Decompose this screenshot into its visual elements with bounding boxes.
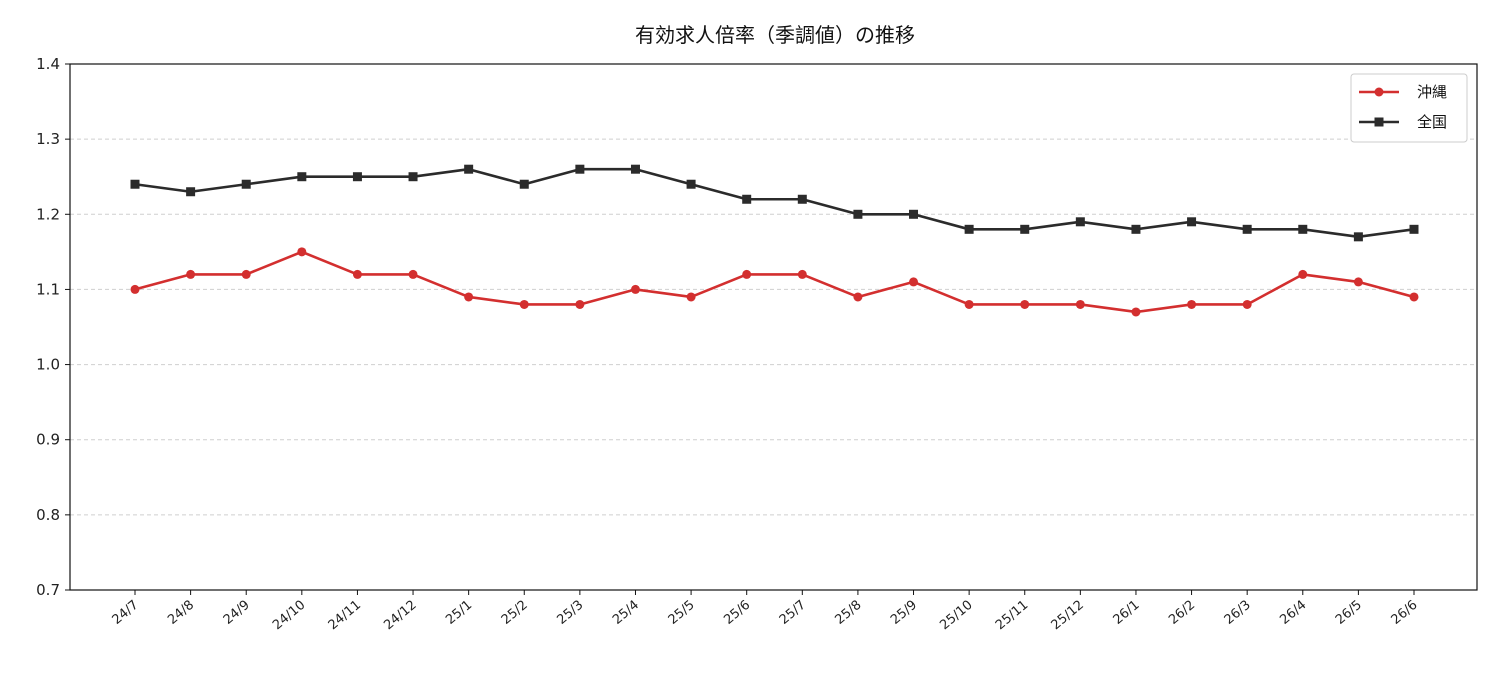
data-point xyxy=(1298,269,1308,279)
data-point xyxy=(464,292,474,302)
data-point xyxy=(1353,232,1363,242)
data-point xyxy=(1409,292,1419,302)
data-point xyxy=(853,292,863,302)
x-tick-label: 26/1 xyxy=(1111,598,1143,628)
series-layer xyxy=(130,164,1419,317)
x-tick-label: 25/5 xyxy=(666,598,698,628)
data-point xyxy=(519,179,529,189)
x-tick-label: 25/11 xyxy=(993,598,1031,634)
y-axis: 0.7 0.8 0.9 1.0 1.1 1.2 1.3 1.4 xyxy=(36,55,70,599)
y-tick-label: 0.7 xyxy=(36,581,60,599)
data-point xyxy=(519,299,529,309)
data-point xyxy=(130,284,140,294)
x-tick-label: 24/10 xyxy=(270,598,308,634)
data-point xyxy=(1075,299,1085,309)
y-tick-label: 0.9 xyxy=(36,431,60,449)
x-tick-label: 25/9 xyxy=(888,598,920,628)
data-point xyxy=(297,172,307,182)
chart-title: 有効求人倍率（季調値）の推移 xyxy=(635,23,915,47)
data-point xyxy=(352,172,362,182)
data-point xyxy=(853,209,863,219)
data-point xyxy=(630,284,640,294)
x-tick-label: 25/1 xyxy=(443,598,475,628)
legend-marker xyxy=(1374,87,1384,97)
data-point xyxy=(186,187,196,197)
data-point xyxy=(1353,277,1363,287)
x-tick-label: 24/7 xyxy=(110,598,142,628)
data-point xyxy=(352,269,362,279)
data-point xyxy=(575,299,585,309)
x-tick-label: 25/6 xyxy=(721,598,753,628)
data-point xyxy=(1242,224,1252,234)
data-point xyxy=(1409,224,1419,234)
data-point xyxy=(742,194,752,204)
data-point xyxy=(408,172,418,182)
y-tick-label: 1.3 xyxy=(36,130,60,148)
data-point xyxy=(964,224,974,234)
data-point xyxy=(1242,299,1252,309)
data-point xyxy=(130,179,140,189)
data-point xyxy=(797,194,807,204)
data-point xyxy=(909,277,919,287)
data-point xyxy=(797,269,807,279)
data-point xyxy=(1131,307,1141,317)
x-tick-label: 26/2 xyxy=(1166,598,1198,628)
data-point xyxy=(964,299,974,309)
x-tick-label: 25/8 xyxy=(832,598,864,628)
data-point xyxy=(686,292,696,302)
data-point xyxy=(297,247,307,257)
x-tick-label: 24/12 xyxy=(381,598,419,634)
x-tick-label: 25/4 xyxy=(610,598,642,628)
x-tick-label: 25/3 xyxy=(554,598,586,628)
y-tick-label: 1.4 xyxy=(36,55,60,73)
x-tick-label: 24/8 xyxy=(165,598,197,628)
data-point xyxy=(241,179,251,189)
x-axis: 24/7 24/8 24/9 24/10 24/11 24/12 25/1 25/2 25/3 2… xyxy=(110,590,1421,633)
series-line-0 xyxy=(134,250,1415,314)
x-tick-label: 25/7 xyxy=(777,598,809,628)
data-point xyxy=(742,269,752,279)
data-point xyxy=(909,209,919,219)
data-point xyxy=(1075,217,1085,227)
data-point xyxy=(1131,224,1141,234)
legend-box xyxy=(1350,73,1468,143)
data-point xyxy=(1020,299,1030,309)
x-tick-label: 25/12 xyxy=(1049,598,1087,634)
x-tick-label: 25/2 xyxy=(499,598,531,628)
data-point xyxy=(686,179,696,189)
x-tick-label: 24/11 xyxy=(326,598,364,634)
x-tick-label: 26/6 xyxy=(1389,598,1421,628)
plot-frame xyxy=(69,63,1478,591)
y-tick-label: 1.0 xyxy=(36,356,60,374)
data-point xyxy=(1298,224,1308,234)
x-tick-label: 24/9 xyxy=(221,598,253,628)
x-tick-label: 26/5 xyxy=(1333,598,1365,628)
y-tick-label: 1.1 xyxy=(36,280,60,298)
data-point xyxy=(408,269,418,279)
legend-label: 全国 xyxy=(1417,113,1447,131)
data-point xyxy=(575,164,585,174)
legend-marker xyxy=(1374,117,1384,127)
y-tick-label: 0.8 xyxy=(36,506,60,524)
data-point xyxy=(186,269,196,279)
data-point xyxy=(1187,299,1197,309)
x-tick-label: 26/3 xyxy=(1222,598,1254,628)
data-point xyxy=(241,269,251,279)
data-point xyxy=(630,164,640,174)
data-point xyxy=(1187,217,1197,227)
legend-label: 沖縄 xyxy=(1417,83,1447,101)
series-line-1 xyxy=(134,167,1415,239)
data-point xyxy=(464,164,474,174)
x-tick-label: 26/4 xyxy=(1277,598,1309,628)
data-point xyxy=(1020,224,1030,234)
y-tick-label: 1.2 xyxy=(36,205,60,223)
grid-lines xyxy=(70,138,1477,516)
x-tick-label: 25/10 xyxy=(937,598,975,634)
